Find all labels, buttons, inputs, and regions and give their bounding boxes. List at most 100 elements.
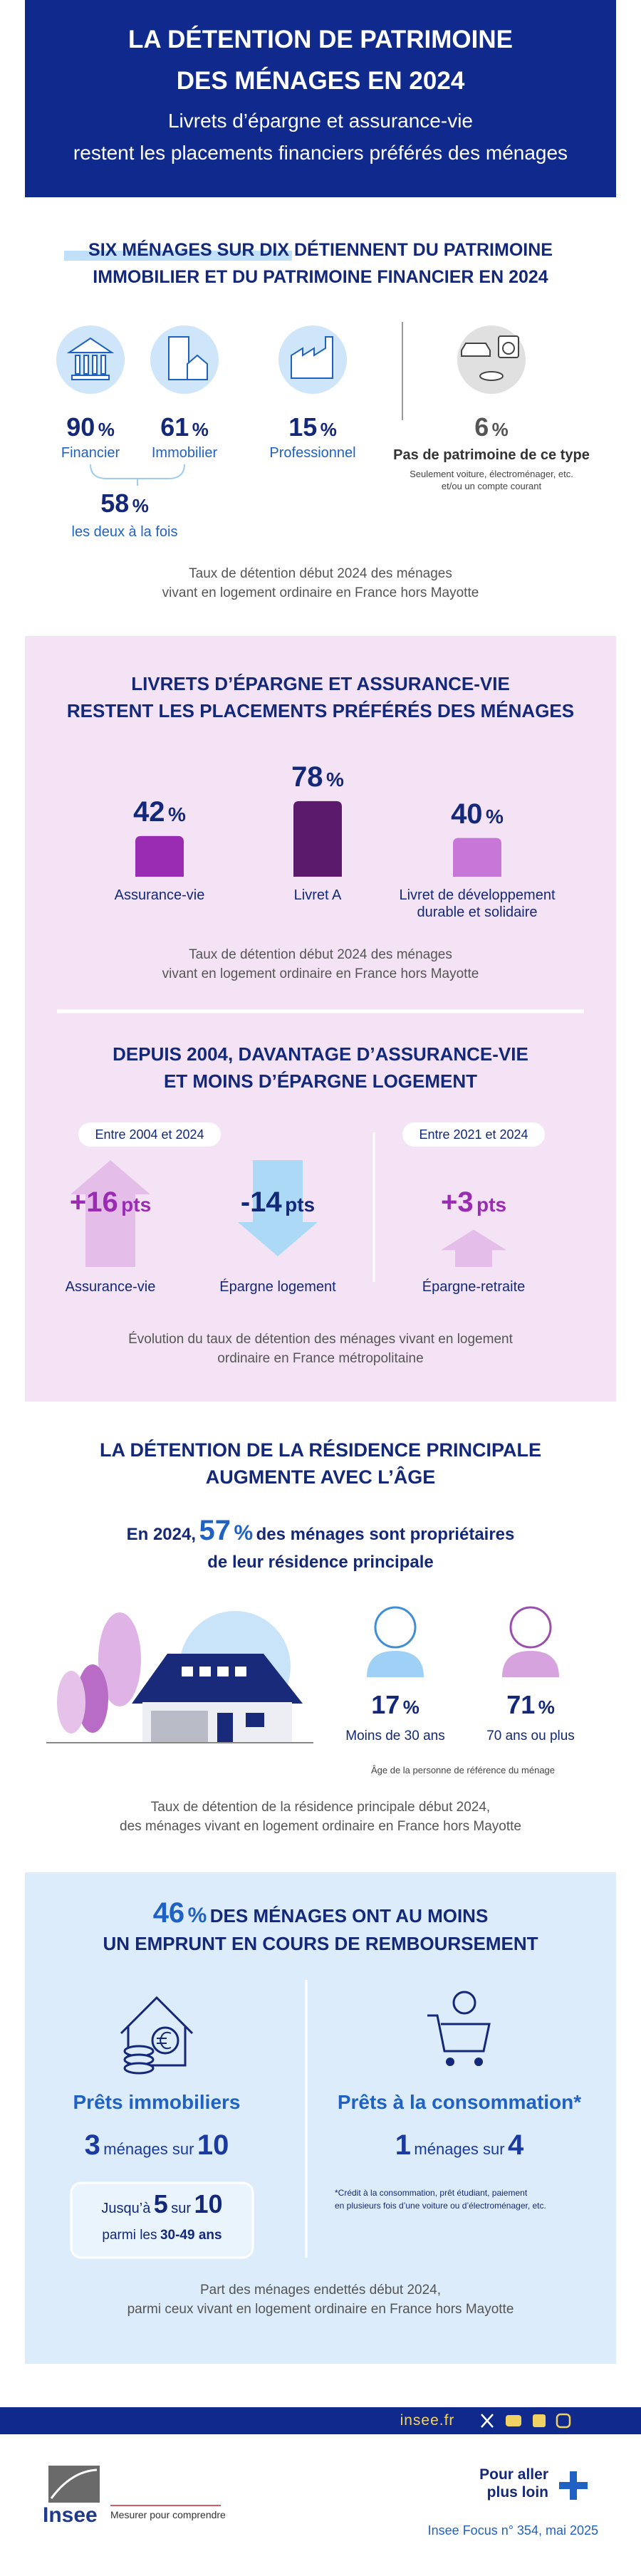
- stat-value: 15 %: [241, 412, 384, 442]
- stat-detail: et/ou un compte courant: [441, 481, 542, 491]
- stat-value: 61 %: [113, 412, 256, 442]
- euro-icon: [452, 1991, 476, 2015]
- bar-value: 78 %: [246, 760, 389, 794]
- change-arrow: [238, 1160, 318, 1256]
- highlight-ratio: Jusqu’à 5 sur 10: [71, 2189, 253, 2219]
- stat-value: 17: [371, 1690, 400, 1719]
- stat-value: %: [192, 419, 209, 440]
- lead-line: de leur résidence principale: [207, 1553, 434, 1572]
- stat-detail: Âge de la personne de référence du ménag…: [370, 1765, 556, 1775]
- section-title: SIX MÉNAGES SUR DIX DÉTIENNENT DU PATRIM…: [88, 240, 553, 260]
- lead-line: des ménages sont propriétaires: [256, 1525, 515, 1544]
- more-link: Pour aller: [479, 2466, 548, 2483]
- highlight-ratio: 5: [153, 2189, 168, 2218]
- stat-label: les deux à la fois: [71, 524, 178, 540]
- stat-value: 58 %: [53, 488, 196, 518]
- door: [217, 1713, 233, 1742]
- section-note: Taux de détention début 2024 des ménages: [189, 947, 452, 962]
- section-title: RESTENT LES PLACEMENTS PRÉFÉRÉS DES MÉNA…: [66, 700, 575, 721]
- bank-column: [75, 355, 80, 375]
- lead-line: En 2024,: [126, 1525, 197, 1544]
- header-subtitle: restent les placements financiers préfér…: [73, 142, 568, 164]
- bar-value: %: [168, 803, 186, 825]
- stat-value: %: [132, 495, 149, 516]
- change-value: pts: [121, 1194, 152, 1216]
- stat-value: 6: [474, 412, 489, 442]
- window: [246, 1713, 264, 1727]
- loan-ratio: ménages sur: [103, 2140, 194, 2158]
- loans-panel: [25, 1872, 616, 2364]
- stat-detail: Seulement voiture, électroménager, etc.: [410, 469, 573, 479]
- section-note: Évolution du taux de détention des ménag…: [128, 1332, 513, 1347]
- bracket: [90, 464, 185, 486]
- highlight-ratio: Jusqu’à: [101, 2201, 151, 2216]
- footnote: en plusieurs fois d’une voiture ou d’éle…: [335, 2201, 546, 2211]
- stat-value: %: [538, 1696, 555, 1718]
- euro-icon: [151, 2026, 179, 2055]
- section-note: vivant en logement ordinaire en France h…: [162, 585, 479, 600]
- window: [235, 1667, 246, 1677]
- logo-mark: [48, 2466, 100, 2503]
- bar-value: %: [486, 805, 504, 828]
- bar: [453, 838, 501, 877]
- more-link: plus loin: [486, 2484, 548, 2501]
- house-icon: [120, 1996, 194, 2067]
- stat-value: 6 %: [420, 412, 563, 442]
- title-highlight: [64, 251, 292, 261]
- bar-value: 78: [291, 761, 323, 793]
- stat-value: 17 %: [324, 1689, 467, 1720]
- reference: Insee Focus n° 354, mai 2025: [427, 2523, 598, 2538]
- change-value: -14 pts: [199, 1185, 356, 1219]
- change-value: +16 pts: [32, 1185, 189, 1219]
- highlight-box: [70, 2181, 254, 2259]
- stat-value: 61: [160, 412, 189, 442]
- section-title: 46 % DES MÉNAGES ONT AU MOINS: [25, 1896, 616, 1930]
- stat-value: 90 %: [19, 412, 162, 442]
- bar-value: 42 %: [88, 795, 231, 829]
- stat-label: Pas de patrimoine de ce type: [393, 447, 590, 463]
- stat-value: 71 %: [459, 1689, 602, 1720]
- lead-line: %: [234, 1521, 254, 1545]
- loan-ratio: 1 ménages sur 4: [317, 2128, 602, 2162]
- header-title: LA DÉTENTION DE PATRIMOINE: [128, 26, 513, 53]
- section-note: ordinaire en France métropolitaine: [217, 1351, 424, 1366]
- bank-column: [100, 355, 106, 375]
- stat-value: 15: [288, 412, 318, 442]
- bar-category: Livret de développement durable et solid…: [399, 887, 556, 920]
- tree: [77, 1664, 108, 1733]
- section-title: IMMOBILIER ET DU PATRIMOINE FINANCIER EN…: [93, 267, 548, 287]
- social-x: [481, 2414, 494, 2428]
- stat-value: 71: [506, 1690, 536, 1719]
- window: [182, 1667, 193, 1677]
- bank-column: [83, 355, 89, 375]
- lead-line: 57: [199, 1515, 231, 1546]
- period-pill: [402, 1122, 545, 1147]
- brand: Insee: [43, 2503, 98, 2527]
- loan-heading: Prêts immobiliers: [73, 2091, 241, 2113]
- loan-heading: Prêts à la consommation*: [337, 2091, 582, 2113]
- change-value: +3 pts: [395, 1185, 552, 1219]
- tree: [57, 1671, 85, 1733]
- stat-label: Moins de 30 ans: [345, 1728, 445, 1743]
- bar: [293, 801, 342, 877]
- building-icon: [168, 336, 189, 380]
- bar-value: %: [326, 768, 344, 791]
- roof: [132, 1654, 303, 1704]
- cart-icon: [427, 2014, 491, 2053]
- section-title: UN EMPRUNT EN COURS DE REMBOURSEMENT: [103, 1933, 538, 1954]
- bar-category: Assurance-vie: [114, 887, 205, 903]
- person-head: [374, 1606, 417, 1649]
- section-title: LA DÉTENTION DE LA RÉSIDENCE PRINCIPALE: [99, 1439, 542, 1461]
- section-title: DEPUIS 2004, DAVANTAGE D’ASSURANCE-VIE: [113, 1043, 528, 1065]
- highlight-group: parmi les: [102, 2228, 157, 2243]
- appliance-icon: [502, 342, 515, 355]
- section-title: %: [187, 1904, 207, 1927]
- change-value: +16: [69, 1187, 118, 1218]
- tree: [98, 1612, 141, 1706]
- bar-value: 40: [451, 798, 483, 830]
- section-title: 46: [152, 1897, 185, 1929]
- highlight-ratio: 10: [194, 2189, 223, 2218]
- stat-value: 90: [66, 412, 95, 442]
